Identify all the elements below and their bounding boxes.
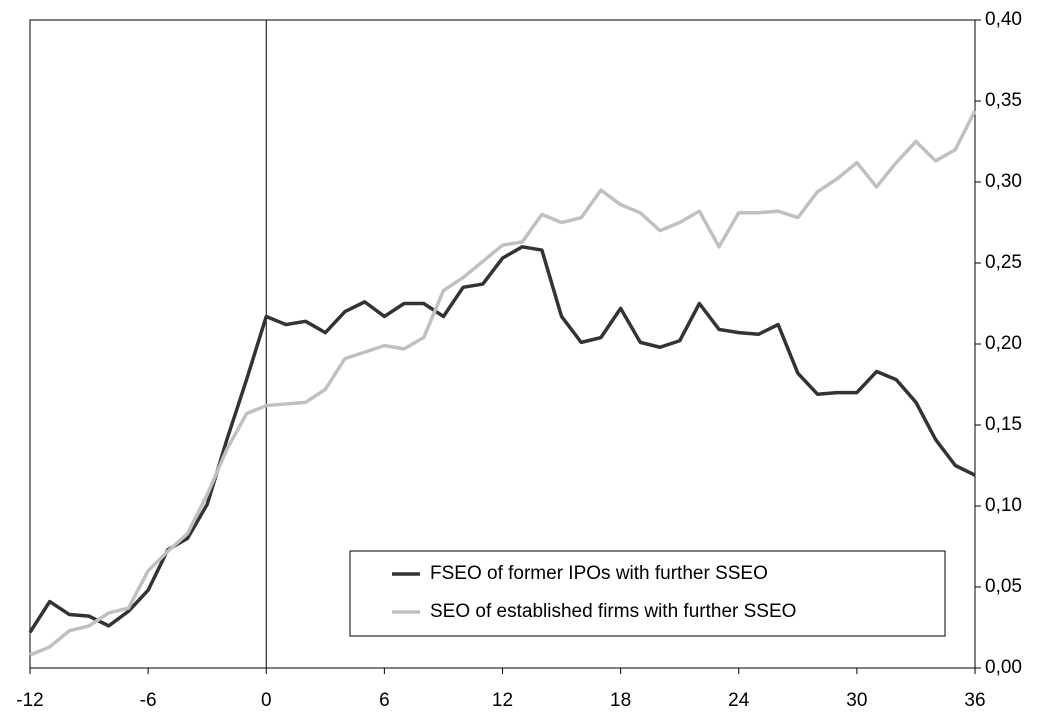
x-tick-label: 6 <box>379 690 390 711</box>
x-tick-label: 36 <box>964 690 985 711</box>
legend-label: FSEO of former IPOs with further SSEO <box>430 563 768 584</box>
series-line <box>29 109 977 657</box>
y-tick-label: 0,30 <box>985 171 1022 192</box>
y-tick-label: 0,05 <box>985 576 1022 597</box>
series-line <box>28 245 976 634</box>
y-tick-label: 0,25 <box>985 252 1022 273</box>
y-tick-label: 0,40 <box>985 9 1022 30</box>
x-tick-label: 18 <box>610 690 631 711</box>
x-tick-label: 12 <box>492 690 513 711</box>
x-tick-label: 24 <box>728 690 750 711</box>
y-tick-label: 0,10 <box>985 495 1022 516</box>
x-tick-label: -12 <box>16 690 43 711</box>
y-tick-label: 0,20 <box>985 333 1022 354</box>
x-tick-label: 30 <box>846 690 867 711</box>
legend-box <box>349 550 946 637</box>
y-tick-label: 0,35 <box>985 90 1022 111</box>
x-tick-label: -6 <box>140 690 157 711</box>
plot-frame <box>29 19 976 669</box>
y-tick-label: 0,15 <box>985 414 1022 435</box>
legend-label: SEO of established firms with further SS… <box>430 601 796 622</box>
y-tick-label: 0,00 <box>985 657 1022 678</box>
x-tick-label: 0 <box>261 690 272 711</box>
